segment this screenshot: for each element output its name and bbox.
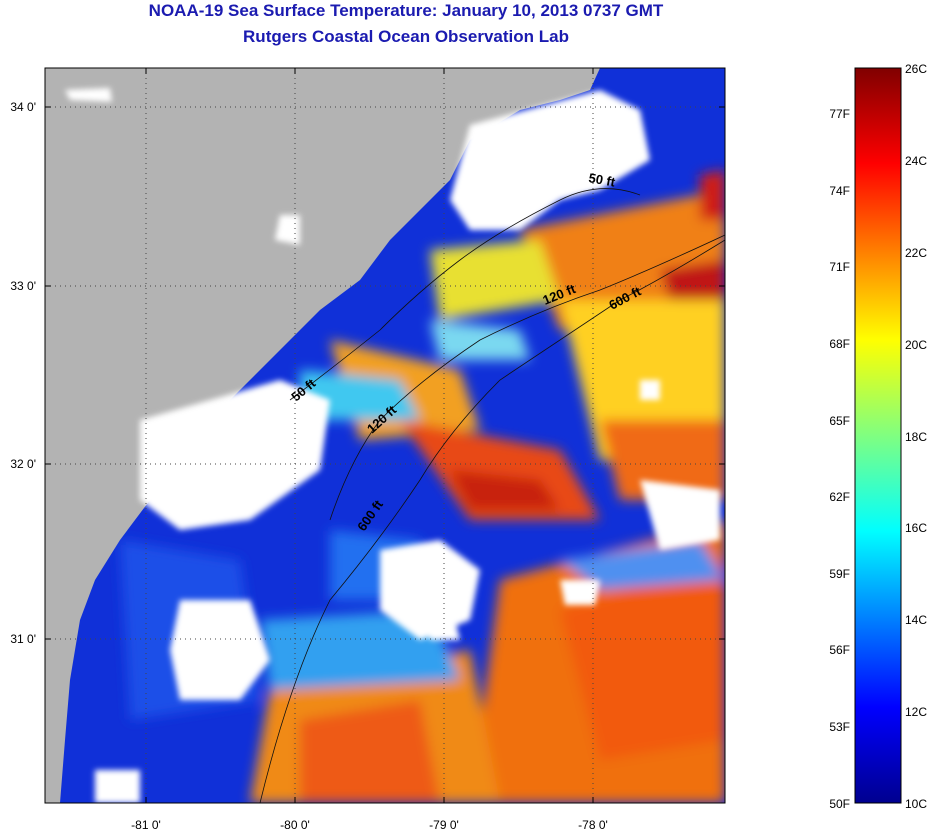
colorbar-border — [854, 67, 902, 804]
colorbar-label-65f: 65F — [829, 414, 850, 428]
colorbar-label-77f: 77F — [829, 107, 850, 121]
colorbar-label-62f: 62F — [829, 490, 850, 504]
map-subtitle: Rutgers Coastal Ocean Observation Lab — [243, 27, 569, 46]
map-title: NOAA-19 Sea Surface Temperature: January… — [148, 1, 664, 20]
colorbar-label-74f: 74F — [829, 184, 850, 198]
lat-label-32: 32 0' — [10, 457, 36, 471]
lat-label-31: 31 0' — [10, 632, 36, 646]
colorbar-label-50f: 50F — [829, 797, 850, 811]
map-border — [44, 67, 726, 804]
colorbar-label-56f: 56F — [829, 643, 850, 657]
colorbar-gradient — [855, 68, 901, 803]
colorbar-label-22c: 22C — [905, 246, 928, 260]
lon-label-81: -81 0' — [131, 818, 161, 832]
colorbar-label-53f: 53F — [829, 720, 850, 734]
lon-label-79: -79 0' — [429, 818, 459, 832]
colorbar-label-68f: 68F — [829, 337, 850, 351]
colorbar-label-14c: 14C — [905, 613, 928, 627]
lat-label-34: 34 0' — [10, 100, 36, 114]
colorbar-label-71f: 71F — [829, 260, 850, 274]
colorbar-label-18c: 18C — [905, 430, 928, 444]
lon-label-78: -78 0' — [578, 818, 608, 832]
colorbar-label-24c: 24C — [905, 154, 928, 168]
isobath-label-50-north: 50 ft — [587, 170, 617, 190]
grid-lines — [45, 68, 725, 803]
colorbar-label-16c: 16C — [905, 521, 928, 535]
cloud-mask — [65, 88, 720, 803]
isobath-contours — [259, 188, 725, 803]
lon-label-80: -80 0' — [280, 818, 310, 832]
colorbar-label-10c: 10C — [905, 797, 928, 811]
land-mass — [45, 68, 600, 803]
colorbar-label-59f: 59F — [829, 567, 850, 581]
lat-label-33: 33 0' — [10, 279, 36, 293]
colorbar-label-20c: 20C — [905, 338, 928, 352]
colorbar-label-26c: 26C — [905, 62, 928, 76]
colorbar-label-12c: 12C — [905, 705, 928, 719]
axis-ticks — [45, 68, 725, 803]
